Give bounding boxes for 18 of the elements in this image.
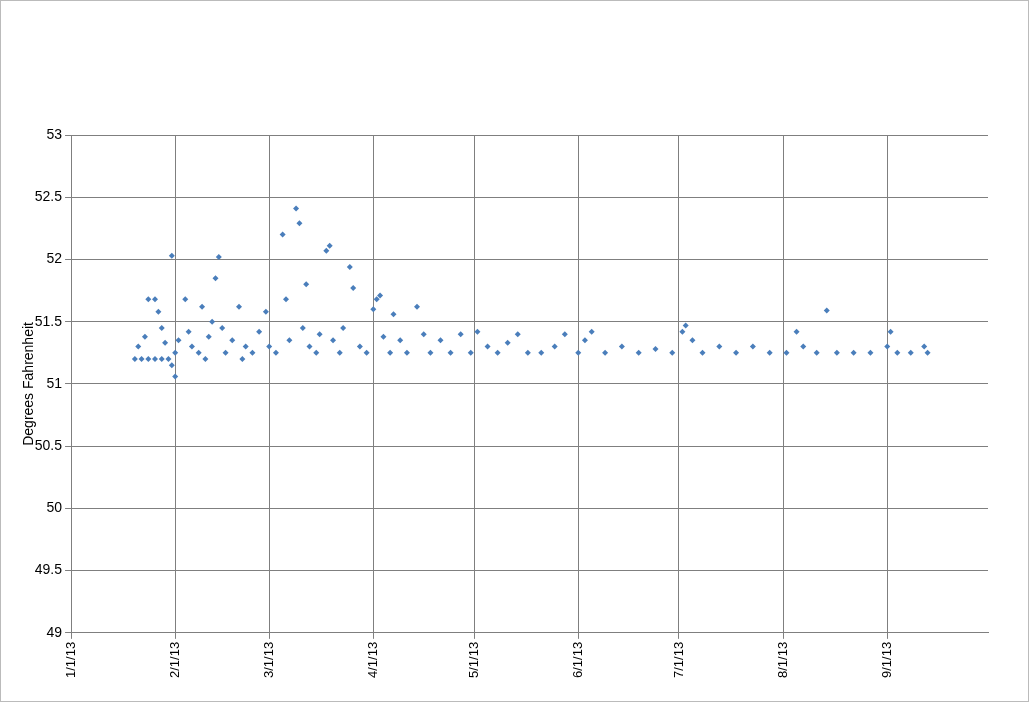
y-tick-label: 53 [46, 125, 63, 142]
y-tick-label: 49.5 [34, 561, 63, 578]
y-tick-label: 49 [46, 623, 63, 640]
y-tick-label: 52 [46, 250, 63, 267]
x-tick-label: 6/1/13 [569, 641, 585, 679]
x-tick-label: 8/1/13 [774, 641, 790, 679]
y-tick-label: 50.5 [34, 437, 63, 454]
x-tick-label: 5/1/13 [465, 641, 481, 679]
x-tick-label: 9/1/13 [878, 641, 894, 679]
y-tick-label: 52.5 [34, 188, 63, 205]
x-tick-label: 3/1/13 [260, 641, 276, 679]
y-tick-label: 51 [46, 374, 63, 391]
x-tick-label: 2/1/13 [166, 641, 182, 679]
x-tick-label: 1/1/13 [62, 641, 78, 679]
y-tick-label: 50 [46, 499, 63, 516]
x-tick-label: 7/1/13 [670, 641, 686, 679]
y-tick-label: 51.5 [34, 312, 63, 329]
x-tick-label: 4/1/13 [364, 641, 380, 679]
